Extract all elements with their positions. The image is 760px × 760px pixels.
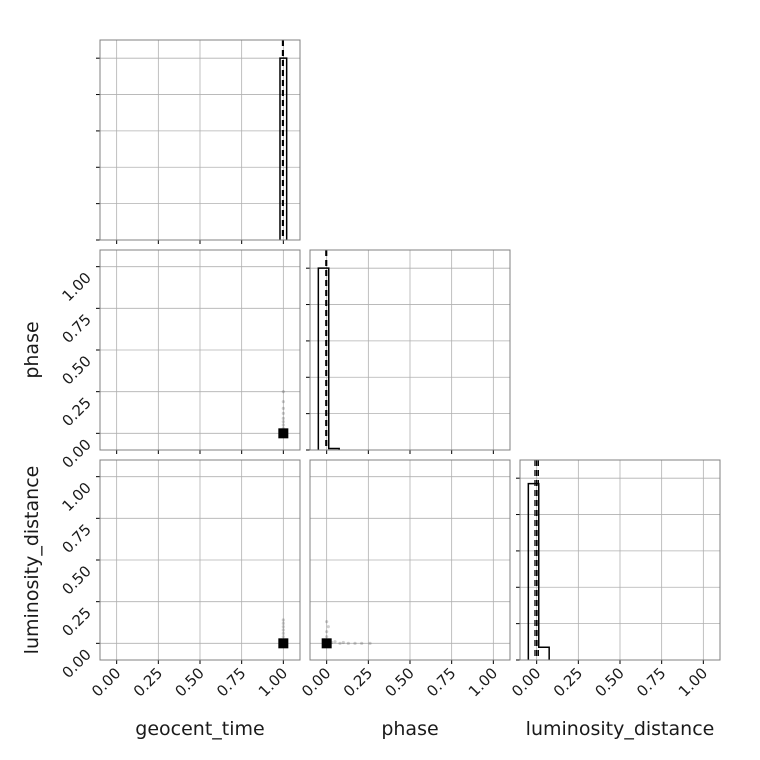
panel-frame [309, 249, 511, 451]
sample-point [338, 641, 342, 645]
x-tick-label: 0.50 [591, 664, 627, 700]
y-tick-label: 0.00 [58, 645, 94, 681]
y-tick-label: 1.00 [58, 479, 94, 515]
sample-point [368, 641, 372, 645]
x-tick-label: 1.00 [675, 664, 711, 700]
sample-point [281, 618, 285, 622]
histogram-bars-geocent_time [279, 57, 288, 240]
y-tick-label: 0.75 [58, 310, 94, 346]
x-tick-label: 0.75 [423, 664, 459, 700]
x-tick-label: 0.00 [88, 664, 124, 700]
sample-point [281, 420, 285, 424]
y-tick-label: 0.75 [58, 520, 94, 556]
y-tick-label: 1.00 [58, 269, 94, 305]
sample-point [281, 631, 285, 635]
panel-grid [100, 40, 300, 240]
x-tick-label: 1.00 [465, 664, 501, 700]
y-tick-label: 0.50 [58, 352, 94, 388]
x-axis-label-phase: phase [381, 718, 438, 740]
histogram-bars-phase [317, 267, 340, 450]
x-tick-label: 0.00 [298, 664, 334, 700]
x-axis-label-geocent_time: geocent_time [135, 718, 264, 740]
density-peak-marker [278, 638, 289, 649]
panel-luminosity_distance-hist: 0.00 0.25 0.50 0.75 1.00 [508, 459, 721, 700]
panel-grid [100, 250, 300, 450]
sample-point [325, 635, 329, 639]
sample-point [326, 625, 330, 629]
panel-grid [520, 460, 720, 660]
y-tick-label: 0.25 [58, 394, 94, 430]
y-axis-label-phase: phase [21, 321, 43, 378]
y-axis-label-luminosity_distance: luminosity_distance [21, 466, 43, 655]
sample-point [281, 400, 285, 404]
sample-point [360, 641, 364, 645]
sample-point [281, 625, 285, 629]
density-peak-marker [278, 428, 289, 439]
y-tick-label: 0.00 [58, 435, 94, 471]
x-tick-label: 0.25 [340, 664, 376, 700]
y-tick-label: 0.25 [58, 604, 94, 640]
panel-grid [310, 460, 510, 660]
sample-point [333, 640, 337, 644]
panel-frame [99, 249, 301, 451]
sample-point [281, 621, 285, 625]
sample-point [325, 630, 329, 634]
density-peak-marker [321, 638, 332, 649]
x-tick-label: 1.00 [255, 664, 291, 700]
panel-phase-vs-luminosity_distance: 0.00 0.25 0.50 0.75 1.00 [298, 459, 511, 700]
panel-geocent_time-vs-phase: 0.00 0.25 0.50 0.75 1.00 [58, 249, 301, 472]
panel-frame [309, 459, 511, 661]
y-tick-label: 0.50 [58, 562, 94, 598]
panel-grid [310, 250, 510, 450]
x-tick-label: 0.50 [171, 664, 207, 700]
sample-point [281, 411, 285, 415]
sample-point [341, 640, 345, 645]
panel-frame [99, 39, 301, 241]
sample-point [281, 416, 285, 420]
sample-point [281, 423, 285, 427]
x-tick-label: 0.75 [633, 664, 669, 700]
x-tick-label: 0.50 [381, 664, 417, 700]
sample-point [325, 620, 329, 624]
panel-geocent_time-hist [96, 39, 301, 244]
sample-point [281, 390, 285, 394]
sample-point [281, 406, 285, 410]
panel-frame [519, 459, 721, 661]
panel-phase-hist [306, 249, 511, 454]
x-tick-label: 0.25 [550, 664, 586, 700]
sample-point [281, 635, 285, 639]
x-tick-label: 0.00 [508, 664, 544, 700]
x-tick-label: 0.75 [213, 664, 249, 700]
panel-frame [99, 459, 301, 661]
x-axis-label-luminosity_distance: luminosity_distance [526, 718, 715, 740]
x-tick-label: 0.25 [130, 664, 166, 700]
sample-point [346, 641, 350, 645]
panel-grid [100, 460, 300, 660]
sample-point [353, 641, 357, 645]
panel-geocent_time-vs-luminosity_distance: 0.000.250.500.751.000.00 0.25 0.50 0.75 1.00 [58, 459, 301, 700]
sample-point [281, 628, 285, 632]
